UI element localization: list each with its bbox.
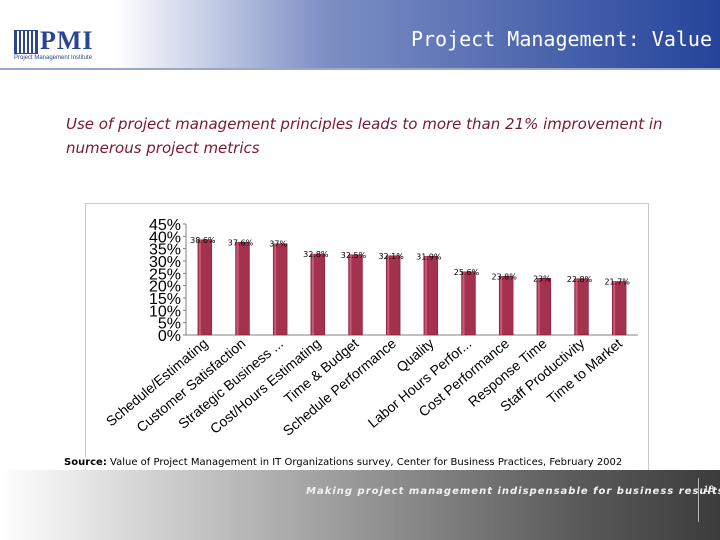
data-bar-highlight	[424, 256, 427, 335]
data-label: 23%	[533, 274, 551, 283]
data-label: 31.9%	[416, 252, 442, 261]
pmi-logo-mark-icon	[14, 30, 38, 54]
footer-bar	[0, 470, 720, 540]
data-bar	[498, 276, 514, 336]
source-label: Source:	[64, 457, 107, 468]
data-label: 37%	[269, 240, 287, 249]
data-bar-highlight	[462, 271, 465, 335]
chart-frame: 0% 5% 10% 15% 20% 25% 30% 35% 40% 45% 38.6% Schedul…	[85, 203, 649, 480]
source-text: Value of Project Management in IT Organi…	[106, 457, 623, 468]
data-bar	[385, 255, 401, 336]
data-bar-highlight	[500, 276, 503, 335]
pmi-logo: PMI Project Management Institute	[14, 26, 104, 64]
data-bar	[611, 281, 627, 336]
data-bar	[197, 239, 213, 336]
data-bar-highlight	[613, 281, 616, 335]
y-tick-label: 10%	[149, 303, 181, 320]
data-label: 32.1%	[378, 252, 404, 261]
data-bar-highlight	[311, 254, 314, 335]
data-label: 21.7%	[604, 277, 630, 286]
data-bar	[272, 243, 288, 336]
slide-subtitle: Use of project management principles lea…	[66, 115, 663, 157]
data-label: 22.8%	[567, 275, 593, 284]
y-tick-label: 45%	[149, 217, 181, 234]
data-bar-highlight	[274, 243, 277, 335]
data-label: 25.6%	[454, 268, 480, 277]
page-number: 18	[704, 484, 715, 494]
data-bar-highlight	[537, 278, 540, 335]
data-bar-highlight	[387, 255, 390, 335]
data-bar-highlight	[349, 254, 352, 335]
data-bar-highlight	[198, 239, 201, 335]
y-tick-label: 30%	[149, 254, 181, 271]
footer-divider	[698, 478, 699, 522]
data-bar-highlight	[575, 278, 578, 335]
y-tick-label: 20%	[149, 279, 181, 296]
slide-title: Project Management: Value	[410, 27, 712, 51]
footer-tagline: Making project management indispensable …	[306, 486, 720, 497]
data-bar	[536, 278, 552, 336]
data-label: 32.5%	[341, 251, 367, 260]
y-tick-label: 25%	[149, 266, 181, 283]
y-tick-label: 40%	[149, 229, 181, 246]
y-tick-label: 35%	[149, 242, 181, 259]
header-bar	[0, 0, 720, 68]
data-bar	[348, 254, 363, 336]
bar-chart: 0%5%10%15%20%25%30%35%40%45%38.6%Schedul…	[103, 217, 638, 439]
header-divider	[0, 68, 720, 70]
data-label: 32.8%	[303, 250, 329, 259]
data-bar-highlight	[236, 242, 239, 335]
y-tick-label: 15%	[149, 291, 181, 308]
data-bar	[310, 253, 326, 336]
pmi-logo-subtext: Project Management Institute	[14, 55, 93, 61]
source-note: Source: Value of Project Management in I…	[62, 457, 625, 468]
data-label: 23.8%	[491, 272, 517, 281]
pmi-logo-text: PMI	[40, 26, 94, 55]
data-label: 37.6%	[228, 238, 254, 247]
data-label: 38.6%	[190, 236, 216, 245]
data-bar	[423, 256, 439, 336]
y-tick-label: 5%	[158, 316, 181, 333]
y-tick-label: 0%	[158, 328, 181, 345]
data-bar	[461, 271, 476, 336]
data-bar	[235, 242, 250, 336]
data-bar	[574, 278, 589, 336]
